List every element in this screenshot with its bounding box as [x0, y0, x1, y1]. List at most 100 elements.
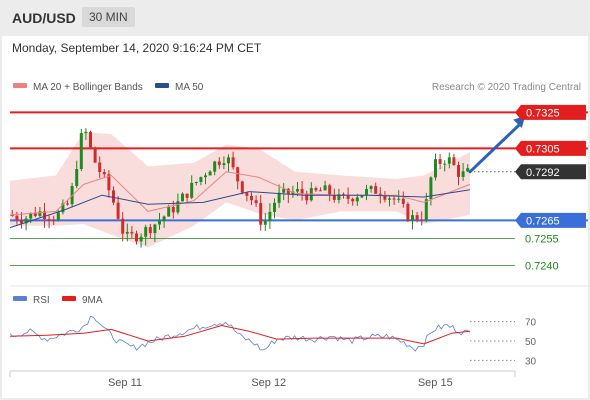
candle [355, 193, 359, 206]
resistance-level-label: 0.7325 [526, 107, 560, 119]
candle [89, 130, 92, 150]
candle [222, 156, 226, 170]
candle [411, 209, 414, 230]
candle [204, 172, 207, 185]
candle [227, 154, 230, 172]
candle [263, 212, 267, 231]
candlestick-series [10, 128, 470, 248]
rsi-ma-line [9, 325, 471, 345]
resistance-level-badge: 0.7325 [515, 104, 586, 120]
level-labels: 0.7325 0.7305 0.7292 0.7265 0.7255 0.7240 [515, 104, 586, 272]
candle [236, 166, 240, 190]
support-level-badge: 0.7265 [515, 212, 586, 228]
legend-9ma-label: 9MA [82, 295, 103, 306]
candle [351, 197, 355, 206]
candle [392, 196, 396, 206]
candle [434, 153, 437, 181]
candle [240, 180, 244, 195]
candle [130, 226, 134, 239]
chart-datetime: Monday, September 14, 2020 9:16:24 PM CE… [12, 41, 262, 55]
candle [374, 182, 378, 195]
last-level-badge: 0.7292 [515, 164, 586, 180]
candle [305, 190, 309, 205]
time-axis-label: Sep 12 [251, 377, 286, 389]
header-bar: AUD/USD 30 MIN [0, 0, 590, 36]
candle [466, 164, 470, 173]
candle [52, 215, 56, 225]
forecast-arrow-shaft [468, 121, 523, 174]
candle [148, 223, 152, 239]
candle [79, 128, 83, 172]
candle [282, 183, 286, 201]
candle [158, 212, 161, 230]
legend-rsi-label: RSI [33, 295, 50, 306]
candle [75, 160, 79, 189]
candle [43, 202, 46, 228]
candle [194, 181, 198, 186]
candle [47, 215, 51, 229]
candle [20, 212, 23, 229]
candle [112, 186, 115, 205]
candle [406, 202, 410, 223]
rsi-indicator: 70 50 30 [9, 315, 537, 367]
candle [420, 211, 424, 226]
candle [135, 230, 138, 245]
candle [231, 151, 235, 170]
candle [185, 193, 189, 203]
resistance-level-label: 0.7305 [526, 143, 560, 155]
candle [452, 153, 456, 166]
timeframe-badge[interactable]: 30 MIN [82, 7, 135, 27]
candle [250, 192, 253, 206]
candle [102, 169, 106, 179]
legend-ma50-label: MA 50 [175, 82, 204, 93]
candle [277, 184, 281, 208]
candle [181, 192, 184, 202]
candle [319, 187, 322, 192]
candle [457, 161, 460, 186]
candle [98, 156, 102, 178]
candle [10, 209, 14, 217]
candle [144, 224, 148, 246]
candle [125, 223, 129, 242]
candle [121, 211, 125, 242]
candle [424, 192, 428, 223]
candle [337, 188, 341, 204]
legend-swatch-ma50 [155, 83, 169, 88]
candle [93, 146, 97, 163]
rsi-tick-label: 50 [525, 337, 537, 348]
candle [107, 170, 111, 198]
candle [401, 191, 405, 208]
rsi-tick-label: 70 [525, 318, 537, 329]
legend-swatch-ma20 [13, 83, 27, 88]
candle [245, 192, 249, 202]
candle [461, 162, 465, 181]
candle [365, 184, 368, 201]
candle [369, 185, 373, 193]
last-level-label: 0.7292 [526, 167, 560, 179]
candle [383, 191, 387, 203]
candle [139, 233, 143, 248]
candle [213, 160, 217, 176]
price-levels [10, 111, 588, 266]
candle [254, 195, 258, 207]
candle [208, 170, 212, 176]
candle [190, 175, 194, 200]
candle [447, 152, 451, 169]
research-credit: Research © 2020 Trading Central [432, 82, 581, 93]
symbol-label: AUD/USD [12, 10, 76, 26]
candle [438, 154, 442, 170]
candle [346, 187, 350, 205]
ma50-line [9, 189, 471, 229]
candle [429, 176, 433, 206]
candle [162, 215, 166, 228]
candle [259, 195, 263, 231]
time-axis-label: Sep 11 [108, 377, 142, 389]
candle [217, 157, 221, 169]
support-level-label: 0.7265 [526, 215, 560, 227]
legend-swatch-rsi [13, 296, 27, 301]
time-axis-label: Sep 15 [418, 377, 453, 389]
rsi-line [9, 315, 471, 352]
time-axis-labels: Sep 11 Sep 12 Sep 15 [108, 377, 453, 389]
moving-averages [9, 171, 471, 229]
